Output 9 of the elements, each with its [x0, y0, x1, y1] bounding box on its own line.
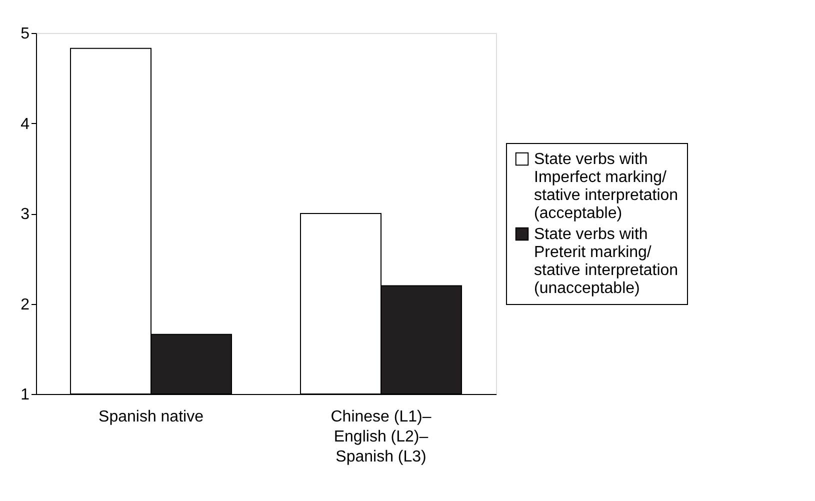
x-tick-label: Chinese (L1)–English (L2)–Spanish (L3) — [330, 408, 432, 466]
legend-label: State verbs with Imperfect marking/ stative interpretation (acceptable) — [534, 151, 678, 222]
y-tick-label: 4 — [20, 116, 30, 133]
y-tick-label: 2 — [20, 296, 30, 314]
x-tick-label: Spanish native — [98, 408, 204, 426]
y-tick-label: 5 — [20, 26, 30, 42]
legend-label: State verbs with Preterit marking/ stative interpretation (unacceptable) — [534, 226, 678, 297]
y-tick-label: 1 — [20, 386, 30, 404]
y-tick-label: 3 — [20, 206, 30, 223]
